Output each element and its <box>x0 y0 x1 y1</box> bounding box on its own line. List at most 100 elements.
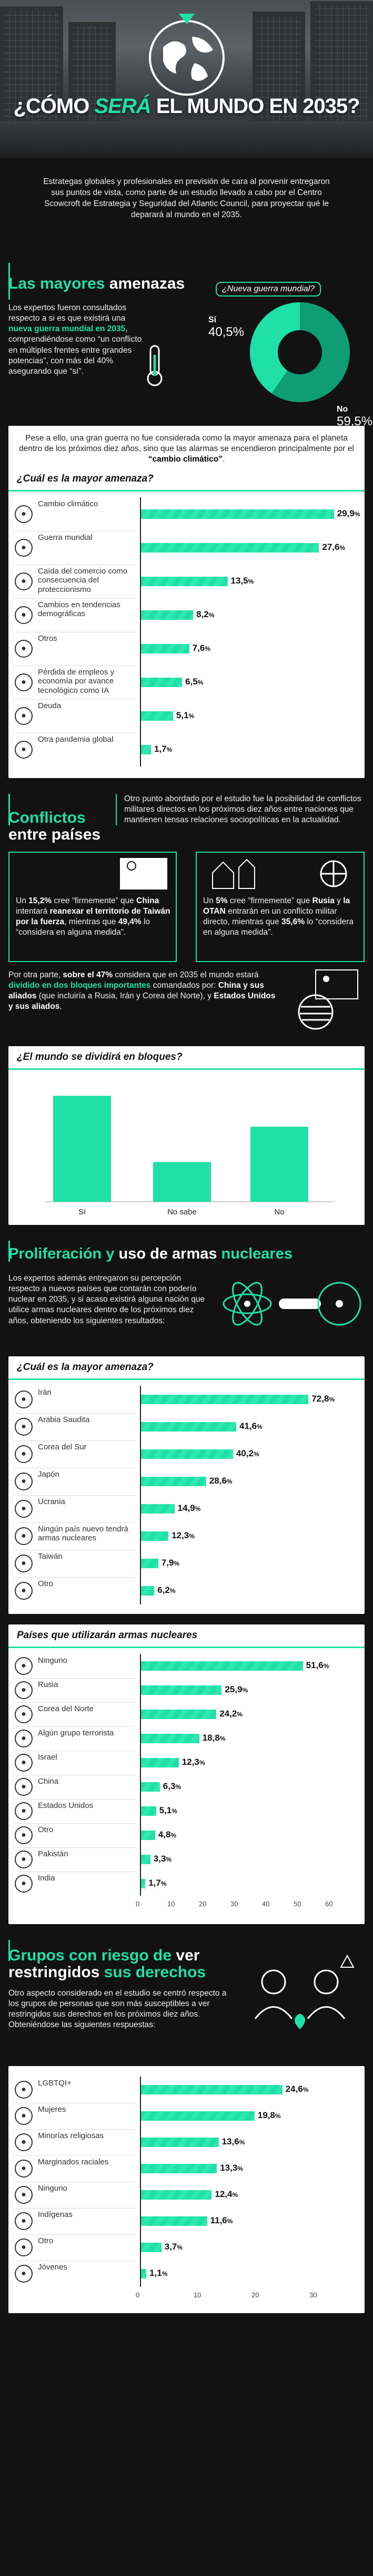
bar <box>140 1782 160 1792</box>
blocs-chart: ¿El mundo se dividirá en bloques? Sí No s… <box>8 1046 365 1225</box>
bar-value: 13,3% <box>220 2163 244 2173</box>
row-divider <box>15 1799 136 1800</box>
robot-icon: ● <box>15 673 33 691</box>
section-title: Conflictos entre países <box>8 809 101 843</box>
bar <box>140 711 173 721</box>
building <box>310 0 373 126</box>
bar-label: Marginados raciales <box>38 2158 109 2166</box>
bar-value: 5,1% <box>176 710 195 720</box>
blocs-plot: Sí No sabe No <box>45 1096 335 1217</box>
row-divider <box>15 1577 136 1578</box>
row-divider <box>15 1440 136 1441</box>
money-icon: ● <box>15 707 33 725</box>
item-icon: ● <box>15 2212 33 2230</box>
bar <box>140 2164 217 2173</box>
row-divider <box>15 2155 136 2156</box>
bar-value: 41,6% <box>239 1421 263 1431</box>
section-text: Los expertos fueron consultados respecto… <box>8 303 142 376</box>
bloc-label: No <box>274 1208 284 1217</box>
bar-label: Otro <box>38 2236 54 2245</box>
item-icon: ● <box>15 1851 33 1868</box>
building <box>0 5 63 126</box>
pie-yes: Sí 40,5% <box>208 315 245 339</box>
bar <box>140 2216 207 2226</box>
bloc-label: No sabe <box>167 1208 197 1217</box>
pie-slice-no <box>271 302 350 402</box>
row-divider <box>15 2129 136 2130</box>
chart-title: ¿El mundo se dividirá en bloques? <box>8 1046 365 1070</box>
bar-value: 72,8% <box>311 1394 335 1404</box>
climate-note: Pese a ello, una gran guerra no fue cons… <box>8 426 365 473</box>
row-divider <box>15 1726 136 1727</box>
blocs-text: Por otra parte, sobre el 47% considera q… <box>8 970 276 1011</box>
bar-value: 4,8% <box>158 1829 177 1839</box>
bar-label: Ningún país nuevo tendrá armas nucleares <box>38 1525 128 1543</box>
bar <box>140 1586 155 1596</box>
bar-label: Ninguno <box>38 1656 67 1665</box>
bar-value: 6,5% <box>185 677 204 687</box>
bloc-label: Sí <box>78 1208 86 1217</box>
bar-label: LGBTQI+ <box>38 2079 72 2088</box>
bar-label: Corea del Sur <box>38 1443 87 1451</box>
accent-line <box>8 1241 10 1262</box>
bar <box>140 1661 303 1671</box>
bar <box>140 2111 255 2121</box>
bar-label: Japón <box>38 1470 59 1479</box>
item-icon: ● <box>15 1582 33 1600</box>
bar <box>140 1422 237 1432</box>
bar-label: China <box>38 1777 59 1786</box>
bar-label: Estados Unidos <box>38 1801 94 1810</box>
axis-line <box>140 497 141 766</box>
tick-label: 40 <box>262 1900 270 1908</box>
bar-value: 19,8% <box>257 2110 281 2120</box>
bar-value: 6,2% <box>157 1585 176 1595</box>
row-divider <box>15 1495 136 1496</box>
item-icon: ● <box>15 1500 33 1518</box>
pie-chart <box>250 302 350 402</box>
item-icon: ● <box>15 2107 33 2125</box>
bar-value: 1,7% <box>148 1878 167 1888</box>
bar-value: 12,3% <box>182 1757 205 1767</box>
dots-icon: ● <box>15 640 33 658</box>
bar <box>140 1758 179 1767</box>
bar-label: Rusia <box>38 1680 58 1689</box>
section-title: Grupos con riesgo de ver restringidos su… <box>8 1947 206 1981</box>
bar-label: Corea del Norte <box>38 1704 94 1713</box>
row-divider <box>15 2234 136 2235</box>
bar-value: 24,6% <box>285 2084 309 2094</box>
nuclear-users-chart: Países que utilizarán armas nucleares ● N… <box>8 1624 365 1924</box>
bar-value: 40,2% <box>236 1448 259 1458</box>
threats-chart: ¿Cuál es la mayor amenaza? ● Cambio climá… <box>8 468 365 778</box>
building <box>68 21 116 126</box>
item-icon: ● <box>15 2238 33 2256</box>
tick-label: 60 <box>325 1900 333 1908</box>
people-icon: ● <box>15 606 33 624</box>
bar-value: 12,4% <box>215 2189 238 2199</box>
item-icon: ● <box>15 1754 33 1772</box>
row-divider <box>15 1678 136 1679</box>
bar-value: 29,9% <box>337 508 360 518</box>
china-text: Un 15,2% cree “firmemente” que China int… <box>16 896 170 937</box>
bar-value: 5,1% <box>159 1805 177 1815</box>
bar <box>140 1734 199 1743</box>
section-title: Las mayores amenazas <box>8 275 185 292</box>
bar-label: Otra pandemia global <box>38 735 114 744</box>
chart-title: Países que utilizarán armas nucleares <box>8 1624 365 1648</box>
bar <box>140 509 334 519</box>
item-icon: ● <box>15 1705 33 1723</box>
pie-slice-yes <box>250 302 300 394</box>
row-divider <box>15 2208 136 2209</box>
bar <box>140 2269 147 2278</box>
tick-label: 30 <box>230 1900 238 1908</box>
page-title: ¿CÓMO SERÁ EL MUNDO EN 2035? <box>13 95 360 118</box>
bar-value: 12,3% <box>172 1530 195 1540</box>
tick-label: 10 <box>194 2291 201 2299</box>
bar-label: Pakistán <box>38 1849 68 1858</box>
bar-value: 3,7% <box>164 2242 183 2252</box>
china-usa-flags-icon <box>298 969 358 1030</box>
item-icon: ● <box>15 1730 33 1747</box>
bar <box>140 2190 212 2200</box>
item-icon: ● <box>15 1555 33 1572</box>
item-icon: ● <box>15 1875 33 1893</box>
